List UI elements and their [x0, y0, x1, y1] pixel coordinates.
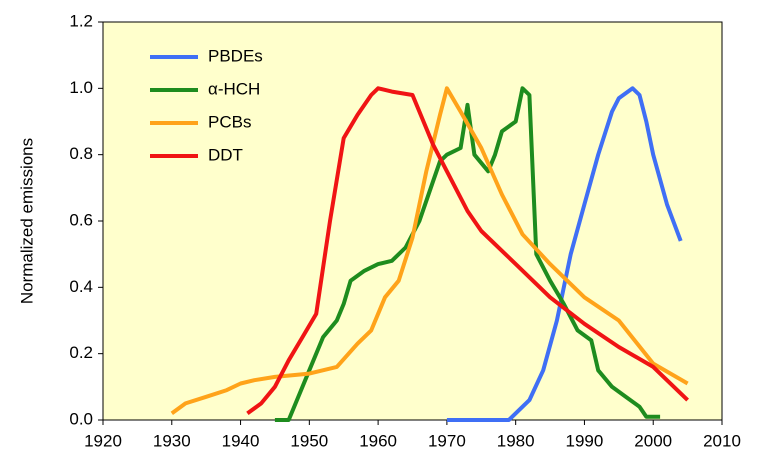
y-tick-label: 0.2 — [69, 343, 93, 362]
y-tick-label: 1.0 — [69, 78, 93, 97]
legend-label: DDT — [208, 145, 243, 164]
y-tick-label: 0.6 — [69, 210, 93, 229]
x-tick-label: 1990 — [566, 431, 604, 450]
y-tick-label: 0.0 — [69, 409, 93, 428]
legend-label: α-HCH — [208, 79, 260, 98]
x-tick-label: 1950 — [290, 431, 328, 450]
x-tick-label: 1980 — [497, 431, 535, 450]
x-tick-label: 2010 — [703, 431, 741, 450]
plot-area — [102, 21, 723, 421]
x-tick-label: 1920 — [84, 431, 122, 450]
line-series — [246, 86, 689, 416]
line-series — [170, 86, 689, 416]
legend-label: PBDEs — [208, 46, 263, 65]
y-tick-label: 0.8 — [69, 144, 93, 163]
y-tick-label: 1.2 — [69, 11, 93, 30]
x-tick-label: 1970 — [428, 431, 466, 450]
x-tick-label: 1940 — [222, 431, 260, 450]
legend-label: PCBs — [208, 112, 251, 131]
y-axis-label: Normalized emissions — [17, 138, 36, 304]
y-tick-label: 0.4 — [69, 277, 93, 296]
x-tick-label: 1960 — [359, 431, 397, 450]
x-tick-label: 1930 — [153, 431, 191, 450]
x-tick-label: 2000 — [634, 431, 672, 450]
line-series — [446, 86, 683, 422]
